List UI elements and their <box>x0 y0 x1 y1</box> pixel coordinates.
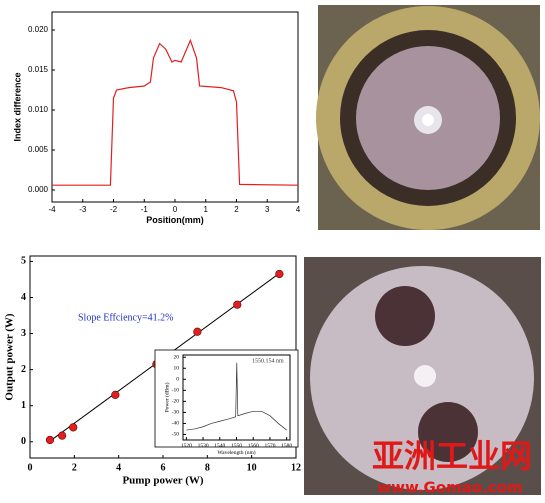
photo-bottom: 亚洲工业网 www.Gomao.com <box>304 257 541 497</box>
y-tick-label: 0.015 <box>28 65 49 74</box>
x-tick-label: 1530 <box>198 443 209 449</box>
y-tick-label: 0 <box>176 377 179 383</box>
y-tick-label: 3 <box>21 328 26 339</box>
plot-frame <box>51 11 299 203</box>
x-tick-label: 1570 <box>264 443 275 449</box>
x-tick-label: 2 <box>234 205 239 214</box>
data-line <box>52 38 299 186</box>
y-axis-label: Index difference <box>12 72 22 141</box>
x-tick-label: 8 <box>205 462 210 473</box>
fiber-core <box>414 365 436 387</box>
x-axis-label: Pump power (W) <box>122 475 203 487</box>
y-axis-label: Output power (W) <box>4 313 16 401</box>
annotation: 1550.154 nm <box>252 358 284 364</box>
annotation: Slope Effciency=41.2% <box>78 312 173 323</box>
y-tick-label: -40 <box>172 421 180 427</box>
y-tick-label: -20 <box>172 399 180 405</box>
data-point <box>58 431 67 440</box>
x-tick-label: 4 <box>296 205 301 214</box>
y-tick-label: 0.020 <box>28 25 49 34</box>
y-tick-label: 4 <box>21 292 26 303</box>
y-axis-label: Power (dBm) <box>163 382 170 412</box>
y-tick-label: -10 <box>172 388 180 394</box>
photo-top <box>316 5 540 230</box>
y-tick-label: -50 <box>172 432 180 438</box>
y-tick-label: 0.005 <box>28 145 49 154</box>
x-tick-label: 0 <box>173 205 178 214</box>
x-tick-label: 1550 <box>231 443 242 449</box>
data-point <box>111 390 120 399</box>
data-point <box>193 327 202 336</box>
watermark-url: www.Gomao.com <box>377 479 523 497</box>
x-tick-label: 0 <box>28 462 33 473</box>
x-tick-label: 3 <box>265 205 270 214</box>
y-tick-label: 20 <box>174 354 180 360</box>
y-tick-label: 10 <box>174 366 180 372</box>
x-tick-label: 10 <box>247 462 257 473</box>
chart: -4 -3 -2 -1 0 1 2 3 4 0.000 0.005 0.010 0.015 0.020 Po… <box>12 11 301 225</box>
x-axis-label: Position(mm) <box>146 215 204 225</box>
x-tick-label: 6 <box>161 462 166 473</box>
x-tick-label: 1520 <box>181 443 192 449</box>
stress-rod <box>375 286 435 346</box>
data-point <box>69 423 78 432</box>
data-line <box>186 362 287 431</box>
chart: 1520 1530 1540 1550 1560 1570 1580 20 10 0 -10 -20 -… <box>154 349 299 456</box>
x-tick-label: -2 <box>110 205 118 214</box>
y-tick-label: 0.010 <box>28 105 49 114</box>
x-tick-label: 1 <box>204 205 209 214</box>
y-tick-label: 1 <box>21 400 26 411</box>
x-tick-label: -4 <box>48 205 56 214</box>
watermark: 亚洲工业网 <box>372 437 532 475</box>
y-tick-label: -30 <box>172 410 180 416</box>
x-tick-label: 1580 <box>281 443 292 449</box>
y-tick-label: 5 <box>21 256 26 267</box>
data-point <box>45 435 55 445</box>
x-tick-label: 1560 <box>248 443 259 449</box>
x-axis-label: Wavelength (nm) <box>217 449 255 456</box>
x-tick-label: -1 <box>141 205 149 214</box>
core-spot <box>422 114 434 126</box>
y-tick-label: 0.000 <box>28 185 49 194</box>
x-tick-label: 12 <box>291 462 301 473</box>
data-point <box>233 300 242 309</box>
x-tick-label: 4 <box>116 462 121 473</box>
y-tick-label: 0 <box>21 436 26 447</box>
x-tick-label: 1540 <box>214 443 225 449</box>
x-tick-label: 2 <box>72 462 77 473</box>
stress-rod <box>418 402 478 462</box>
y-tick-label: 2 <box>21 364 26 375</box>
data-point <box>275 269 284 279</box>
x-tick-label: -3 <box>79 205 87 214</box>
inset-box <box>154 349 299 448</box>
